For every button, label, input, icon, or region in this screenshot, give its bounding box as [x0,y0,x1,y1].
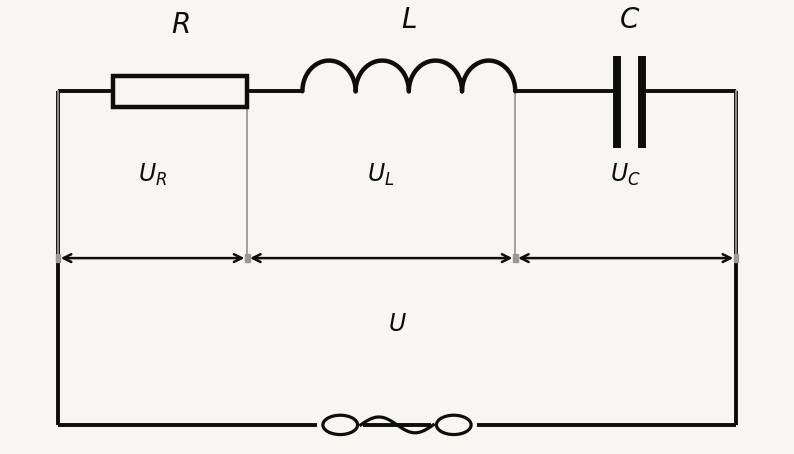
Text: $\mathit{U_R}$: $\mathit{U_R}$ [138,162,168,188]
Bar [513,254,518,262]
Text: $\mathit{U_C}$: $\mathit{U_C}$ [611,162,641,188]
Bar [56,254,60,262]
Text: $\mathit{C}$: $\mathit{C}$ [619,7,640,34]
Text: $\mathit{U}$: $\mathit{U}$ [387,312,407,336]
Bar [245,254,249,262]
Bar [114,76,247,107]
Text: $\mathit{R}$: $\mathit{R}$ [171,12,190,39]
Text: $\mathit{L}$: $\mathit{L}$ [401,7,417,34]
Bar [734,254,738,262]
Text: $\mathit{U_L}$: $\mathit{U_L}$ [368,162,395,188]
